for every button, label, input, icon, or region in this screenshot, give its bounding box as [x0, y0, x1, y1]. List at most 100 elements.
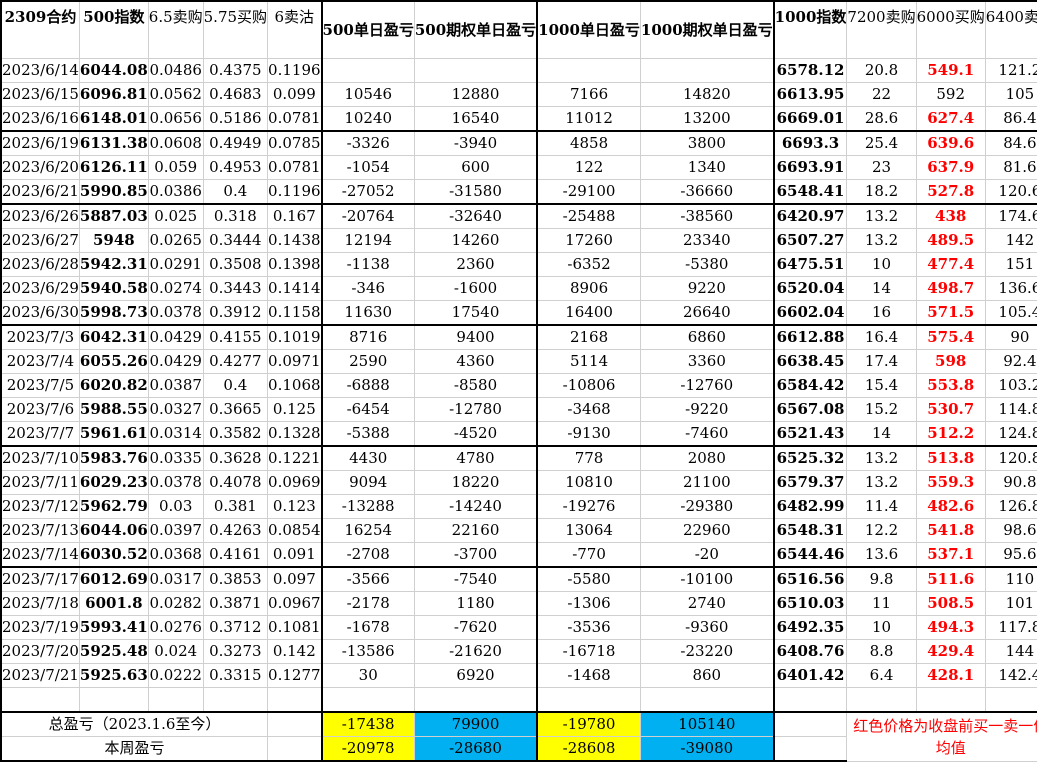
- date-cell[interactable]: 2023/7/13: [0, 518, 80, 543]
- pnl-500-cell[interactable]: -20764: [320, 203, 415, 229]
- date-cell[interactable]: 2023/7/5: [0, 373, 80, 398]
- option-pnl-500-cell[interactable]: -7540: [413, 566, 538, 592]
- sell-put-6-cell[interactable]: 0.0781: [267, 155, 323, 180]
- option-pnl-500-cell[interactable]: -3700: [413, 542, 538, 568]
- option-pnl-500-cell[interactable]: -31580: [413, 179, 538, 205]
- sell-call-6-5-cell[interactable]: 0.03: [147, 494, 204, 519]
- buy-call-5-75-cell[interactable]: 0.4155: [202, 324, 269, 350]
- sell-call-6-5-cell[interactable]: 0.0397: [147, 518, 204, 543]
- pnl-1000-cell[interactable]: -16718: [536, 639, 641, 664]
- sell-put-6-cell[interactable]: 0.142: [267, 639, 323, 664]
- pnl-500-cell[interactable]: -2178: [320, 591, 415, 616]
- sell-call-7200-cell[interactable]: 13.2: [846, 203, 917, 229]
- index-500-cell[interactable]: 5993.41: [78, 615, 149, 640]
- option-pnl-500-cell[interactable]: 14260: [413, 228, 538, 253]
- buy-call-5-75-cell[interactable]: 0.3582: [202, 421, 269, 447]
- weekly-1000-option-pnl[interactable]: -39080: [639, 736, 775, 762]
- option-pnl-500-cell[interactable]: 12880: [413, 82, 538, 107]
- sell-put-6400-cell[interactable]: 151: [984, 252, 1037, 277]
- header-buy-call-6000[interactable]: 6000买购: [915, 0, 986, 59]
- option-pnl-500-cell[interactable]: -32640: [413, 203, 538, 229]
- sell-put-6400-cell[interactable]: 81.6: [984, 155, 1037, 180]
- option-pnl-500-cell[interactable]: -1600: [413, 276, 538, 301]
- sell-call-6-5-cell[interactable]: 0.0378: [147, 300, 204, 326]
- sell-put-6-cell[interactable]: 0.1277: [267, 663, 323, 688]
- header-sell-put-6400[interactable]: 6400卖沽: [984, 0, 1037, 59]
- pnl-1000-cell[interactable]: -6352: [536, 252, 641, 277]
- index-1000-cell[interactable]: 6521.43: [772, 421, 848, 447]
- pnl-1000-cell[interactable]: 2168: [536, 324, 641, 350]
- buy-call-6000-cell[interactable]: 530.7: [915, 397, 986, 422]
- sell-call-6-5-cell[interactable]: 0.0327: [147, 397, 204, 422]
- index-1000-cell[interactable]: 6578.12: [772, 58, 848, 83]
- option-pnl-1000-cell[interactable]: -23220: [639, 639, 775, 664]
- date-cell[interactable]: 2023/7/3: [0, 324, 80, 350]
- buy-call-5-75-cell[interactable]: 0.3508: [202, 252, 269, 277]
- pnl-1000-cell[interactable]: -5580: [536, 566, 641, 592]
- sell-call-7200-cell[interactable]: 14: [846, 276, 917, 301]
- sell-call-7200-cell[interactable]: 23: [846, 155, 917, 180]
- option-pnl-1000-cell[interactable]: -9360: [639, 615, 775, 640]
- index-500-cell[interactable]: 6044.08: [78, 58, 149, 83]
- weekly-500-option-pnl[interactable]: -28680: [413, 736, 538, 762]
- buy-call-5-75-cell[interactable]: 0.3315: [202, 663, 269, 688]
- sell-call-7200-cell[interactable]: 10: [846, 252, 917, 277]
- option-pnl-500-cell[interactable]: 16540: [413, 106, 538, 132]
- pnl-500-cell[interactable]: [320, 58, 415, 83]
- index-1000-cell[interactable]: 6548.41: [772, 179, 848, 205]
- sell-call-6-5-cell[interactable]: 0.0562: [147, 82, 204, 107]
- buy-call-5-75-cell[interactable]: 0.5186: [202, 106, 269, 132]
- date-cell[interactable]: 2023/6/21: [0, 179, 80, 205]
- option-pnl-1000-cell[interactable]: 9220: [639, 276, 775, 301]
- index-500-cell[interactable]: 5948: [78, 228, 149, 253]
- pnl-500-cell[interactable]: -1054: [320, 155, 415, 180]
- sell-call-7200-cell[interactable]: 13.2: [846, 228, 917, 253]
- sell-call-7200-cell[interactable]: 13.2: [846, 470, 917, 495]
- index-500-cell[interactable]: 5961.61: [78, 421, 149, 447]
- sell-call-6-5-cell[interactable]: 0.0378: [147, 470, 204, 495]
- buy-call-5-75-cell[interactable]: 0.4683: [202, 82, 269, 107]
- sell-call-6-5-cell[interactable]: 0.0222: [147, 663, 204, 688]
- sell-call-7200-cell[interactable]: 10: [846, 615, 917, 640]
- buy-call-5-75-cell[interactable]: 0.4277: [202, 349, 269, 374]
- index-1000-cell[interactable]: 6420.97: [772, 203, 848, 229]
- pnl-1000-cell[interactable]: 4858: [536, 130, 641, 156]
- buy-call-6000-cell[interactable]: 627.4: [915, 106, 986, 132]
- buy-call-6000-cell[interactable]: 575.4: [915, 324, 986, 350]
- option-pnl-500-cell[interactable]: 1180: [413, 591, 538, 616]
- sell-put-6400-cell[interactable]: 110: [984, 566, 1037, 592]
- index-500-cell[interactable]: 5940.58: [78, 276, 149, 301]
- sell-call-6-5-cell[interactable]: 0.0386: [147, 179, 204, 205]
- pnl-1000-cell[interactable]: -19276: [536, 494, 641, 519]
- option-pnl-500-cell[interactable]: 6920: [413, 663, 538, 688]
- option-pnl-1000-cell[interactable]: 22960: [639, 518, 775, 543]
- index-500-cell[interactable]: 5887.03: [78, 203, 149, 229]
- sell-call-6-5-cell[interactable]: 0.0265: [147, 228, 204, 253]
- option-pnl-1000-cell[interactable]: 13200: [639, 106, 775, 132]
- pnl-500-cell[interactable]: 10240: [320, 106, 415, 132]
- sell-put-6400-cell[interactable]: 90: [984, 324, 1037, 350]
- index-1000-cell[interactable]: 6520.04: [772, 276, 848, 301]
- sell-call-6-5-cell[interactable]: 0.0608: [147, 130, 204, 156]
- sell-call-6-5-cell[interactable]: 0.059: [147, 155, 204, 180]
- sell-put-6-cell[interactable]: 0.1019: [267, 324, 323, 350]
- sell-put-6-cell[interactable]: 0.0785: [267, 130, 323, 156]
- sell-put-6400-cell[interactable]: 101: [984, 591, 1037, 616]
- option-pnl-1000-cell[interactable]: 2740: [639, 591, 775, 616]
- date-cell[interactable]: 2023/6/29: [0, 276, 80, 301]
- pnl-1000-cell[interactable]: 122: [536, 155, 641, 180]
- index-1000-cell[interactable]: 6510.03: [772, 591, 848, 616]
- sell-put-6400-cell[interactable]: 117.8: [984, 615, 1037, 640]
- sell-put-6-cell[interactable]: 0.097: [267, 566, 323, 592]
- header-index-1000[interactable]: 1000指数: [772, 0, 848, 59]
- option-pnl-500-cell[interactable]: 2360: [413, 252, 538, 277]
- sell-put-6-cell[interactable]: 0.1081: [267, 615, 323, 640]
- index-500-cell[interactable]: 5990.85: [78, 179, 149, 205]
- sell-call-7200-cell[interactable]: 11.4: [846, 494, 917, 519]
- index-1000-cell[interactable]: 6544.46: [772, 542, 848, 568]
- total-1000-option-pnl[interactable]: 105140: [639, 711, 775, 737]
- index-1000-cell[interactable]: 6507.27: [772, 228, 848, 253]
- red-price-note[interactable]: 红色价格为收盘前买一卖一价均值: [846, 711, 1037, 762]
- date-cell[interactable]: 2023/6/28: [0, 252, 80, 277]
- pnl-500-cell[interactable]: 16254: [320, 518, 415, 543]
